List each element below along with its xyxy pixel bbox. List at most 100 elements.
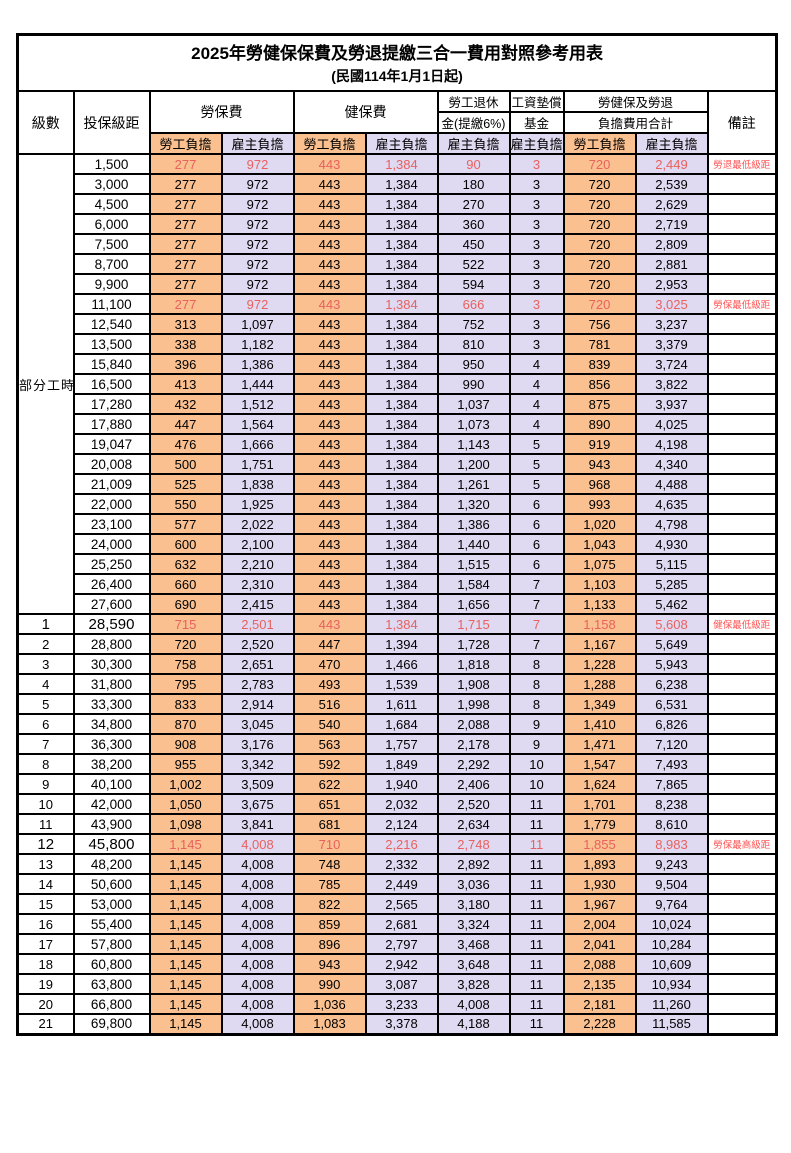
value-cell: 1,145 [148, 833, 223, 855]
col-header-bracket: 投保級距 [72, 90, 151, 155]
table-row: 11 43,900 1,098 3,841 681 2,124 2,634 11 1,779 8,… [16, 813, 778, 835]
remark-cell [706, 813, 778, 835]
value-cell: 7 [508, 613, 565, 635]
remark-cell [706, 373, 778, 395]
remark-cell [706, 533, 778, 555]
header-row-2: 金(提繳6%) 基金 負擔費用合計 [18, 111, 777, 134]
value-cell: 6 [508, 533, 565, 555]
value-cell: 4,188 [436, 1013, 511, 1035]
table-row: 3,000 277 972 443 1,384 180 3 720 2,539 [18, 173, 778, 195]
table-row: 13,500 338 1,182 443 1,384 810 3 781 3,379 [18, 333, 778, 355]
value-cell: 3,025 [634, 293, 709, 315]
value-cell: 447 [292, 633, 367, 655]
value-cell: 600 [148, 533, 223, 555]
value-cell: 443 [292, 153, 367, 175]
value-cell: 2,881 [634, 253, 709, 275]
bracket-cell: 12,540 [72, 313, 151, 335]
value-cell: 470 [292, 653, 367, 675]
value-cell: 919 [562, 433, 637, 455]
value-cell: 5 [508, 453, 565, 475]
value-cell: 7 [508, 633, 565, 655]
value-cell: 443 [292, 193, 367, 215]
value-cell: 270 [436, 193, 511, 215]
value-cell: 720 [562, 173, 637, 195]
col-header-pension-line2: 金(提繳6%) [436, 111, 511, 134]
value-cell: 2,748 [436, 833, 511, 855]
bracket-cell: 24,000 [72, 533, 151, 555]
value-cell: 1,050 [148, 793, 223, 815]
subheader-wage-fund-employer: 雇主負擔 [508, 132, 565, 155]
bracket-cell: 45,800 [72, 833, 151, 855]
remark-cell [706, 353, 778, 375]
value-cell: 2,406 [436, 773, 511, 795]
value-cell: 1,200 [436, 453, 511, 475]
value-cell: 9,504 [634, 873, 709, 895]
remark-cell [706, 433, 778, 455]
value-cell: 4,930 [634, 533, 709, 555]
bracket-cell: 6,000 [72, 213, 151, 235]
bracket-cell: 30,300 [72, 653, 151, 675]
value-cell: 3,648 [436, 953, 511, 975]
level-cell: 6 [16, 713, 75, 735]
value-cell: 2,809 [634, 233, 709, 255]
table-row: 21,009 525 1,838 443 1,384 1,261 5 968 4,488 [18, 473, 778, 495]
value-cell: 990 [292, 973, 367, 995]
value-cell: 1,098 [148, 813, 223, 835]
fee-comparison-table: 2025年勞健保保費及勞退提繳三合一費用對照參考用表 (民國114年1月1日起)… [16, 33, 779, 1036]
remark-cell [706, 233, 778, 255]
level-cell: 3 [16, 653, 75, 675]
value-cell: 11 [508, 893, 565, 915]
value-cell: 8,983 [634, 833, 709, 855]
value-cell: 443 [292, 313, 367, 335]
value-cell: 1,145 [148, 873, 223, 895]
value-cell: 2,539 [634, 173, 709, 195]
value-cell: 4,025 [634, 413, 709, 435]
value-cell: 2,178 [436, 733, 511, 755]
value-cell: 2,088 [436, 713, 511, 735]
value-cell: 11 [508, 853, 565, 875]
value-cell: 4,008 [220, 853, 295, 875]
value-cell: 4 [508, 353, 565, 375]
value-cell: 3 [508, 333, 565, 355]
bracket-cell: 21,009 [72, 473, 151, 495]
value-cell: 4,635 [634, 493, 709, 515]
table-row: 13 48,200 1,145 4,008 748 2,332 2,892 11 1,893 9,… [16, 853, 778, 875]
value-cell: 493 [292, 673, 367, 695]
bracket-cell: 7,500 [72, 233, 151, 255]
value-cell: 1,466 [364, 653, 439, 675]
value-cell: 1,930 [562, 873, 637, 895]
value-cell: 90 [436, 153, 511, 175]
value-cell: 277 [148, 173, 223, 195]
value-cell: 4 [508, 413, 565, 435]
value-cell: 4,488 [634, 473, 709, 495]
value-cell: 1,384 [364, 473, 439, 495]
value-cell: 1,384 [364, 493, 439, 515]
value-cell: 11 [508, 813, 565, 835]
value-cell: 720 [562, 253, 637, 275]
bracket-cell: 38,200 [72, 753, 151, 775]
value-cell: 11 [508, 933, 565, 955]
value-cell: 1,036 [292, 993, 367, 1015]
value-cell: 1,893 [562, 853, 637, 875]
value-cell: 2,797 [364, 933, 439, 955]
value-cell: 522 [436, 253, 511, 275]
value-cell: 3,828 [436, 973, 511, 995]
bracket-cell: 69,800 [72, 1013, 151, 1035]
col-header-wage-fund-line2: 基金 [508, 111, 565, 134]
value-cell: 443 [292, 253, 367, 275]
value-cell: 1,145 [148, 973, 223, 995]
remark-cell [706, 273, 778, 295]
value-cell: 3 [508, 293, 565, 315]
table-row: 11,100 277 972 443 1,384 666 3 720 3,025 勞保最低級距 [18, 293, 778, 315]
value-cell: 11 [508, 953, 565, 975]
value-cell: 5,608 [634, 613, 709, 635]
value-cell: 1,386 [220, 353, 295, 375]
value-cell: 4,008 [220, 933, 295, 955]
value-cell: 781 [562, 333, 637, 355]
value-cell: 2,216 [364, 833, 439, 855]
value-cell: 859 [292, 913, 367, 935]
value-cell: 1,757 [364, 733, 439, 755]
value-cell: 758 [148, 653, 223, 675]
value-cell: 3,045 [220, 713, 295, 735]
subheader-labor-employer: 雇主負擔 [220, 132, 295, 155]
